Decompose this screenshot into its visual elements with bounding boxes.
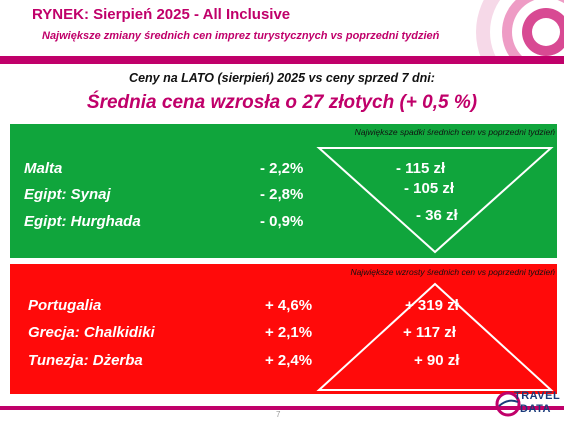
travel-data-logo: TRAVEL DATA [494, 388, 560, 422]
decrease-row-label: Egipt: Hurghada [24, 213, 141, 230]
increase-row-amount: + 319 zł [405, 297, 459, 314]
decrease-row-pct: - 2,2% [260, 160, 304, 177]
decrease-row-amount: - 115 zł [396, 160, 446, 177]
increases-panel: Największe wzrosty średnich cen vs poprz… [10, 264, 557, 394]
decrease-row-amount: - 36 zł [416, 207, 458, 224]
increase-row-amount: + 117 zł [403, 324, 456, 341]
slide-title: RYNEK: Sierpień 2025 - All Inclusive [32, 6, 291, 23]
increase-row-pct: + 2,4% [265, 352, 313, 369]
headline-summary: Średnia cena wzrosła o 27 złotych (+ 0,5… [86, 92, 478, 113]
increase-row-label: Tunezja: Dżerba [28, 352, 143, 369]
slide-subtitle: Największe zmiany średnich cen imprez tu… [42, 30, 440, 42]
increase-row-label: Portugalia [28, 297, 102, 314]
increases-note: Największe wzrosty średnich cen vs poprz… [350, 267, 555, 277]
concentric-circles-decoration [476, 0, 564, 62]
header-divider [0, 56, 564, 64]
footer-divider [0, 406, 564, 410]
logo-text-line2: DATA [520, 403, 551, 415]
decreases-panel: Największe spadki średnich cen vs poprze… [10, 124, 557, 258]
up-triangle-icon [316, 282, 554, 391]
globe-icon [495, 391, 521, 417]
increase-row-pct: + 2,1% [265, 324, 313, 341]
increase-row-amount: + 90 zł [414, 352, 460, 369]
increase-row-pct: + 4,6% [265, 297, 313, 314]
decrease-row-label: Egipt: Synaj [24, 186, 111, 203]
decrease-row-label: Malta [24, 160, 63, 177]
increase-row-label: Grecja: Chalkidiki [28, 324, 155, 341]
decreases-note: Największe spadki średnich cen vs poprze… [354, 127, 555, 137]
decrease-row-pct: - 2,8% [260, 186, 304, 203]
logo-text-line1: TRAVEL [514, 390, 561, 402]
decrease-row-amount: - 105 zł [404, 180, 455, 197]
intro-line: Ceny na LATO (sierpień) 2025 vs ceny spr… [129, 71, 435, 85]
decrease-row-pct: - 0,9% [260, 213, 304, 230]
down-triangle-icon [316, 147, 554, 254]
page-number: 7 [276, 410, 281, 419]
